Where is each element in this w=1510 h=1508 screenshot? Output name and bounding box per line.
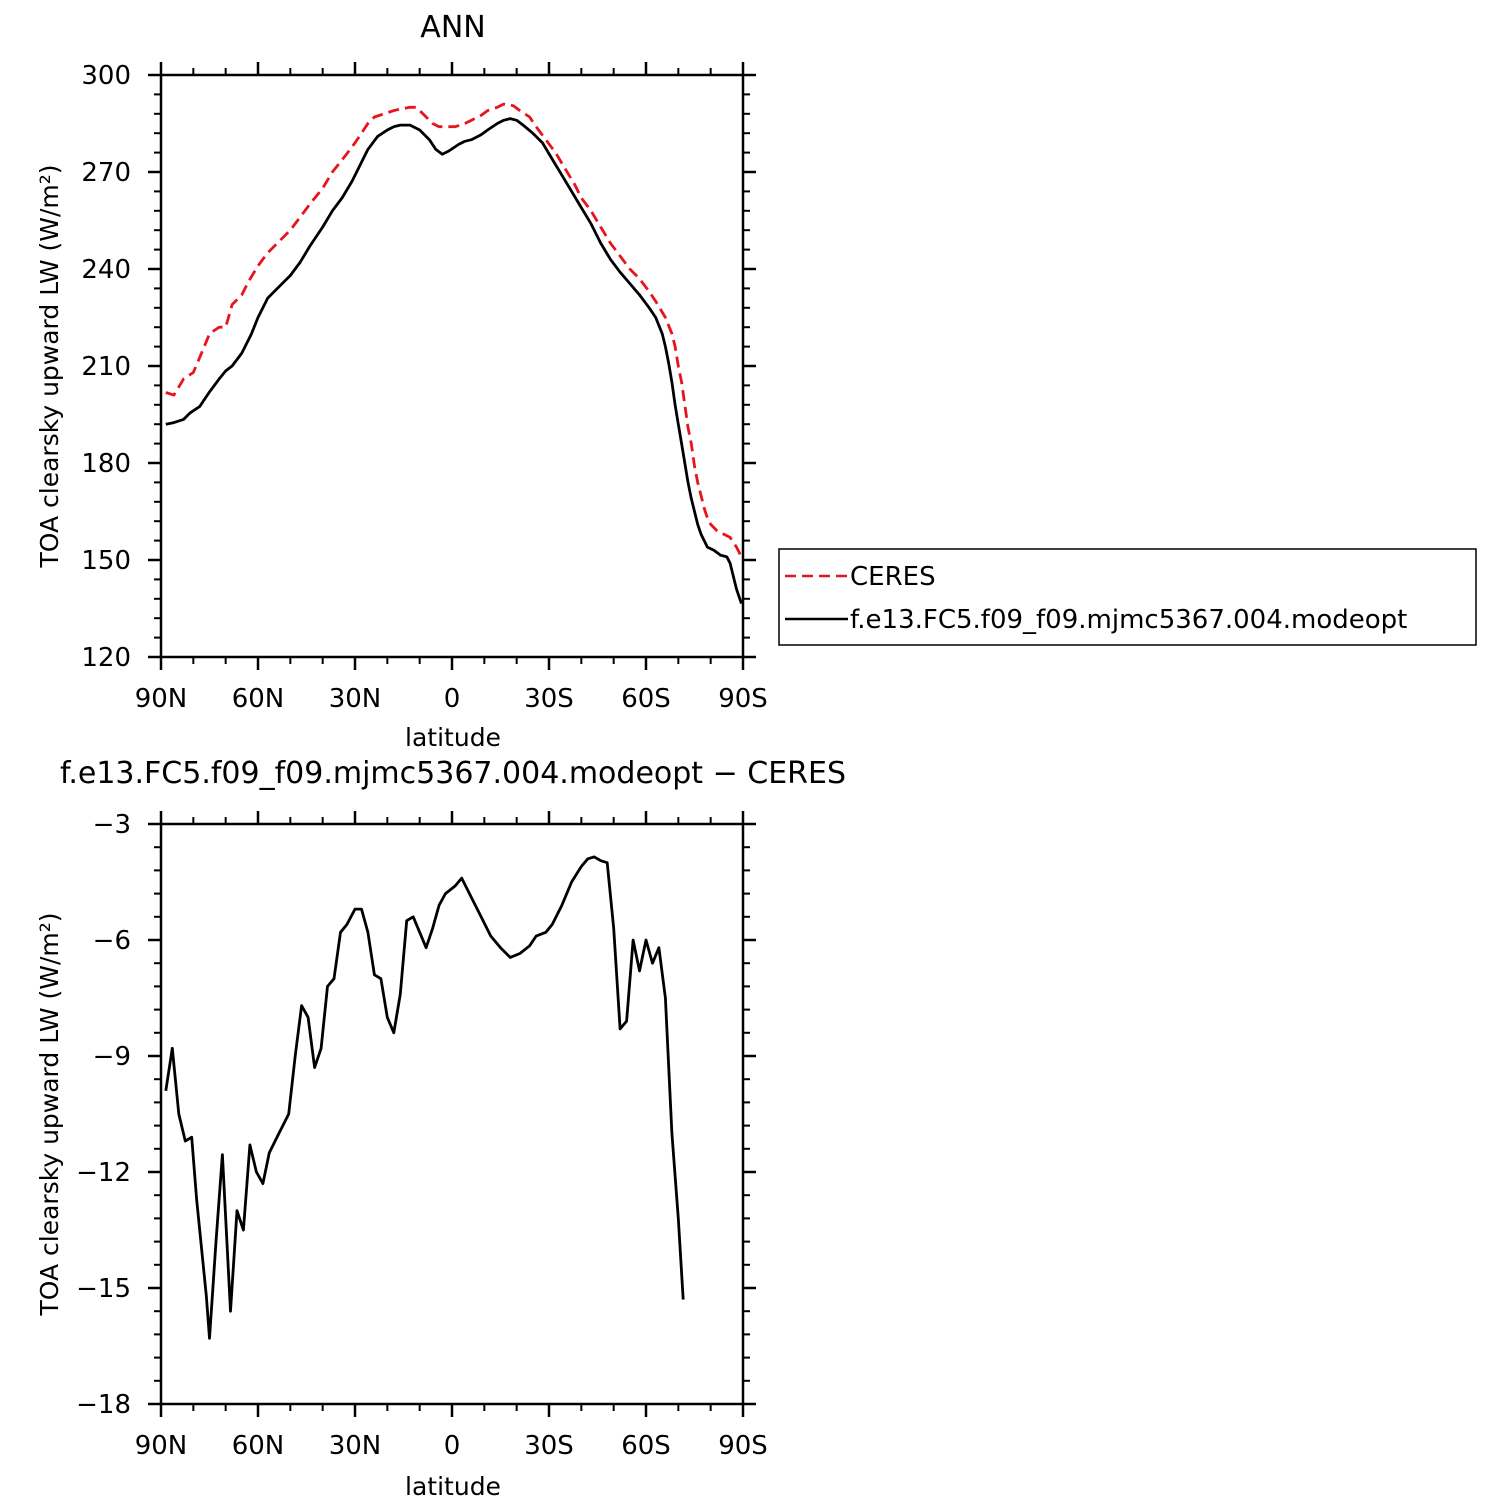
top-chart-x-tick-label: 60S xyxy=(621,684,671,714)
bottom-chart-x-tick-label: 30S xyxy=(524,1431,574,1461)
top-chart-ticks: 90N 60N 30N 0 30S 60S 90S 120 150 180 210 240 270 300 xyxy=(81,61,767,714)
bottom-chart-y-tick-label: −12 xyxy=(76,1158,131,1188)
bottom-chart-y-tick-label: −18 xyxy=(76,1390,131,1420)
top-chart-series-line-0 xyxy=(165,102,743,558)
top-chart-y-tick-label: 120 xyxy=(81,643,131,673)
top-chart-y-tick-label: 210 xyxy=(81,352,131,382)
bottom-chart-y-tick-label: −9 xyxy=(93,1042,131,1072)
top-chart-y-tick-label: 300 xyxy=(81,61,131,91)
bottom-chart-x-axis-label: latitude xyxy=(405,1472,501,1501)
legend: CERES f.e13.FC5.f09_f09.mjmc5367.004.mod… xyxy=(778,548,1477,646)
bottom-chart-x-tick-label: 90N xyxy=(135,1431,188,1461)
bottom-chart-x-tick-label: 60N xyxy=(232,1431,285,1461)
bottom-chart-x-tick-label: 30N xyxy=(329,1431,382,1461)
bottom-chart-x-tick-label: 90S xyxy=(718,1431,768,1461)
bottom-chart-y-tick-label: −6 xyxy=(93,926,131,956)
top-chart-x-tick-label: 90S xyxy=(718,684,768,714)
bottom-chart: f.e13.FC5.f09_f09.mjmc5367.004.modeopt −… xyxy=(35,756,846,1501)
bottom-chart-y-tick-label: −3 xyxy=(93,810,131,840)
top-chart-y-tick-label: 240 xyxy=(81,255,131,285)
top-chart-y-axis-label: TOA clearsky upward LW (W/m²) xyxy=(35,164,64,568)
top-chart-y-tick-label: 270 xyxy=(81,158,131,188)
bottom-chart-series-group xyxy=(164,855,685,1340)
bottom-chart-y-axis-label: TOA clearsky upward LW (W/m²) xyxy=(35,912,64,1316)
top-chart-series-group xyxy=(165,102,743,605)
top-chart-series-line-1 xyxy=(165,117,743,605)
bottom-chart-y-tick-label: −15 xyxy=(76,1274,131,1304)
bottom-chart-plot-frame xyxy=(159,822,745,1406)
legend-box xyxy=(778,548,1477,646)
top-chart-x-tick-label: 30N xyxy=(329,684,382,714)
legend-label-ceres: CERES xyxy=(850,562,936,592)
top-chart-x-tick-label: 0 xyxy=(444,684,461,714)
top-chart-x-tick-label: 30S xyxy=(524,684,574,714)
top-chart: ANN 90N 60N 30N 0 30S 60S 90S 120 150 180 210 240 27… xyxy=(35,10,768,752)
top-chart-x-tick-label: 60N xyxy=(232,684,285,714)
top-chart-y-tick-label: 180 xyxy=(81,449,131,479)
top-chart-x-axis-label: latitude xyxy=(405,723,501,752)
bottom-chart-x-tick-label: 60S xyxy=(621,1431,671,1461)
top-chart-title: ANN xyxy=(420,10,485,45)
top-chart-plot-frame xyxy=(159,73,745,659)
top-chart-x-tick-label: 90N xyxy=(135,684,188,714)
top-chart-y-tick-label: 150 xyxy=(81,546,131,576)
legend-label-model: f.e13.FC5.f09_f09.mjmc5367.004.modeopt xyxy=(850,605,1407,635)
bottom-chart-series-line-0 xyxy=(164,855,685,1340)
bottom-chart-ticks: 90N 60N 30N 0 30S 60S 90S −18 −15 −12 −9 −6 −3 xyxy=(76,810,768,1461)
bottom-chart-x-tick-label: 0 xyxy=(444,1431,461,1461)
bottom-chart-title: f.e13.FC5.f09_f09.mjmc5367.004.modeopt −… xyxy=(60,756,846,791)
